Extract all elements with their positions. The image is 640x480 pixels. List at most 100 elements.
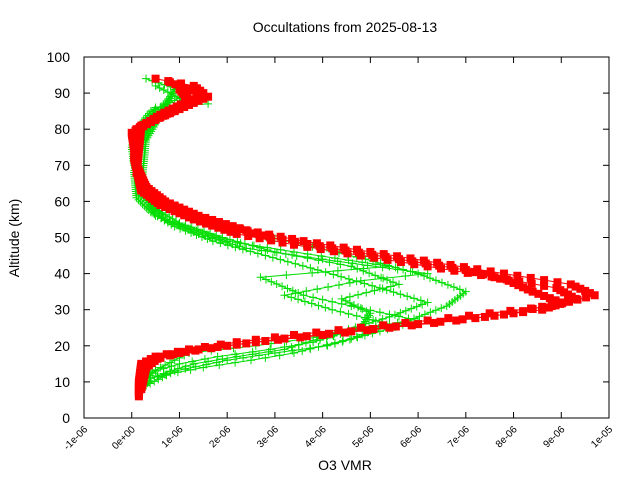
data-point-plus — [371, 271, 380, 280]
x-tick-label: 1e-05 — [589, 424, 615, 450]
data-point-plus — [335, 280, 343, 289]
data-point-square — [368, 250, 377, 259]
data-point-plus — [154, 375, 163, 384]
x-tick-label: 5e-06 — [351, 424, 377, 450]
data-point-square — [183, 210, 192, 219]
data-point-square — [165, 78, 174, 87]
y-tick-label: 50 — [54, 230, 70, 246]
data-point-square — [170, 107, 179, 116]
data-point-square — [151, 74, 160, 83]
data-point-square — [169, 350, 178, 359]
data-point-plus — [307, 299, 316, 308]
data-point-square — [385, 323, 394, 332]
data-point-square — [137, 121, 146, 130]
data-point-plus — [345, 292, 354, 301]
data-point-square — [175, 105, 184, 114]
data-point-square — [519, 307, 528, 316]
data-point-plus — [261, 353, 270, 362]
data-point-plus — [353, 333, 362, 342]
data-point-plus — [389, 288, 398, 297]
data-point-plus — [345, 278, 354, 287]
data-point-plus — [146, 379, 155, 388]
data-point-plus — [309, 293, 318, 302]
data-point-square — [171, 80, 180, 89]
data-point-plus — [379, 274, 388, 283]
data-point-plus — [338, 337, 347, 346]
chart-title: Occultations from 2025-08-13 — [253, 19, 438, 35]
data-point-square — [538, 302, 547, 311]
data-point-plus — [159, 364, 168, 373]
data-point-square — [213, 343, 222, 352]
data-point-square — [448, 263, 457, 272]
data-point-plus — [282, 271, 291, 280]
profile-line — [135, 81, 564, 390]
data-point-plus — [395, 280, 403, 289]
data-point-plus — [333, 266, 342, 275]
data-point-plus — [300, 297, 309, 306]
data-point-square — [414, 320, 423, 329]
data-point-square — [552, 284, 561, 293]
data-point-plus — [223, 237, 232, 246]
data-point-square — [509, 278, 518, 287]
data-point-square — [180, 98, 189, 107]
data-point-plus — [396, 290, 405, 299]
data-point-plus — [212, 358, 221, 367]
data-point-plus — [221, 238, 230, 247]
data-point-plus — [276, 245, 285, 254]
data-point-square — [334, 326, 343, 335]
data-point-plus — [443, 280, 452, 289]
data-point-plus — [321, 303, 330, 312]
data-point-square — [395, 255, 403, 264]
data-point-square — [200, 343, 209, 352]
data-point-square — [356, 323, 365, 332]
data-point-plus — [305, 344, 314, 353]
data-point-square — [213, 219, 222, 228]
data-point-square — [423, 316, 432, 325]
data-point-plus — [247, 356, 256, 365]
x-tick-label: 8e-06 — [494, 424, 520, 450]
data-point-plus — [166, 369, 175, 378]
data-point-square — [315, 242, 324, 251]
data-point-square — [461, 265, 470, 274]
data-point-square — [487, 272, 496, 281]
data-point-plus — [291, 259, 300, 268]
data-point-square — [347, 327, 356, 336]
data-point-plus — [416, 296, 425, 305]
data-point-plus — [174, 220, 183, 229]
data-point-square — [585, 289, 594, 298]
data-point-square — [470, 268, 479, 277]
y-tick-label: 80 — [54, 121, 70, 137]
data-point-plus — [345, 335, 354, 344]
data-point-square — [557, 298, 566, 307]
x-tick-label: 3e-06 — [255, 424, 281, 450]
data-point-plus — [257, 246, 266, 255]
data-point-square — [176, 82, 185, 91]
data-point-square — [187, 86, 196, 95]
data-point-plus — [418, 300, 427, 309]
data-point-square — [208, 221, 217, 230]
data-point-plus — [385, 310, 394, 319]
data-point-square — [566, 280, 575, 289]
data-point-square — [379, 321, 388, 330]
data-point-plus — [365, 311, 373, 320]
data-point-plus — [294, 340, 303, 349]
data-point-square — [540, 291, 549, 300]
data-point-plus — [375, 308, 384, 317]
data-point-plus — [142, 74, 151, 83]
data-point-plus — [239, 353, 248, 362]
data-point-plus — [213, 352, 222, 361]
x-tick-label: 4e-06 — [303, 424, 329, 450]
data-point-plus — [341, 296, 350, 305]
data-point-plus — [325, 258, 334, 267]
data-point-plus — [318, 295, 327, 304]
data-point-square — [221, 221, 230, 230]
data-point-plus — [148, 125, 157, 134]
data-point-plus — [308, 268, 317, 277]
data-point-plus — [395, 312, 403, 321]
data-point-plus — [359, 264, 368, 273]
data-point-plus — [263, 243, 272, 252]
y-tick-label: 10 — [54, 374, 70, 390]
data-point-plus — [328, 297, 337, 306]
x-tick-label: 9e-06 — [542, 424, 568, 450]
data-point-square — [243, 227, 252, 236]
